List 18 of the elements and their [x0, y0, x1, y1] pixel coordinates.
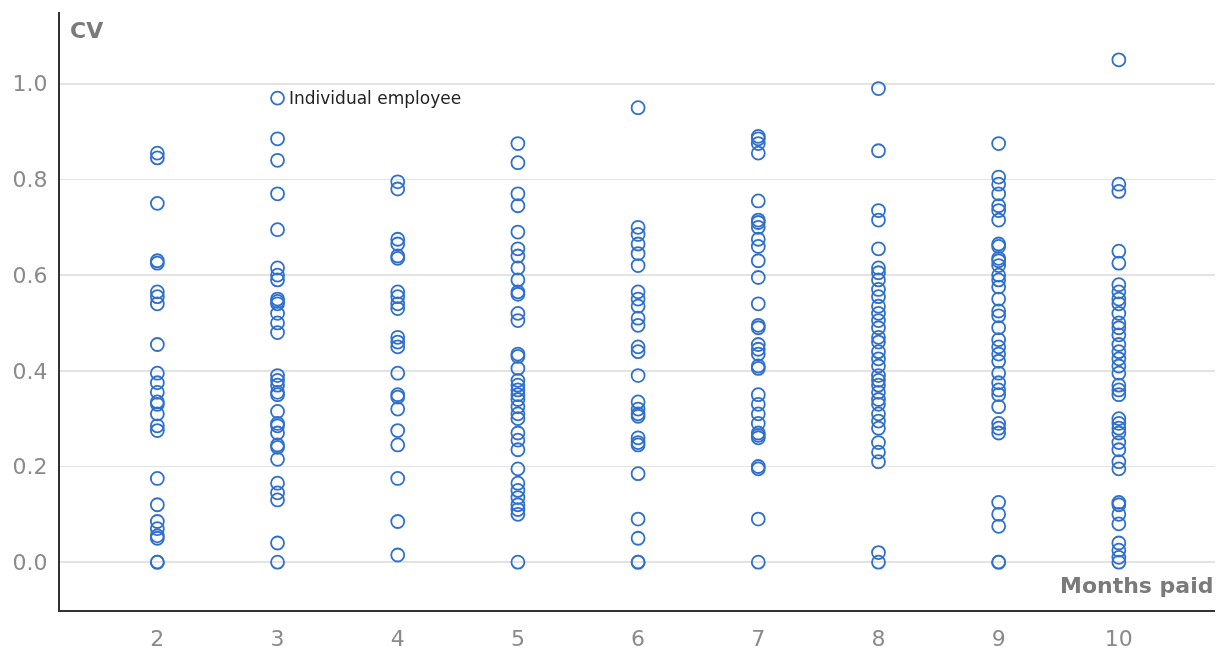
y-axis-title: CV	[70, 18, 104, 43]
x-tick-label: 10	[1104, 626, 1133, 651]
x-tick-label: 5	[510, 626, 525, 651]
x-tick-label: 3	[270, 626, 285, 651]
y-tick-label: 0.4	[12, 358, 48, 384]
x-tick-label: 8	[871, 626, 886, 651]
x-tick-label: 6	[631, 626, 646, 651]
x-tick-label: 4	[390, 626, 405, 651]
x-axis-title: Months paid	[1060, 573, 1214, 598]
y-tick-label: 0.0	[12, 549, 48, 575]
x-tick-label: 9	[991, 626, 1006, 651]
y-tick-label: 0.8	[12, 167, 48, 193]
x-tick-label: 2	[150, 626, 165, 651]
y-tick-label: 1.0	[12, 71, 48, 97]
annotation: Individual employee	[289, 88, 462, 108]
x-tick-label: 7	[751, 626, 766, 651]
y-tick-label: 0.6	[12, 262, 48, 288]
y-tick-label: 0.2	[12, 454, 48, 480]
